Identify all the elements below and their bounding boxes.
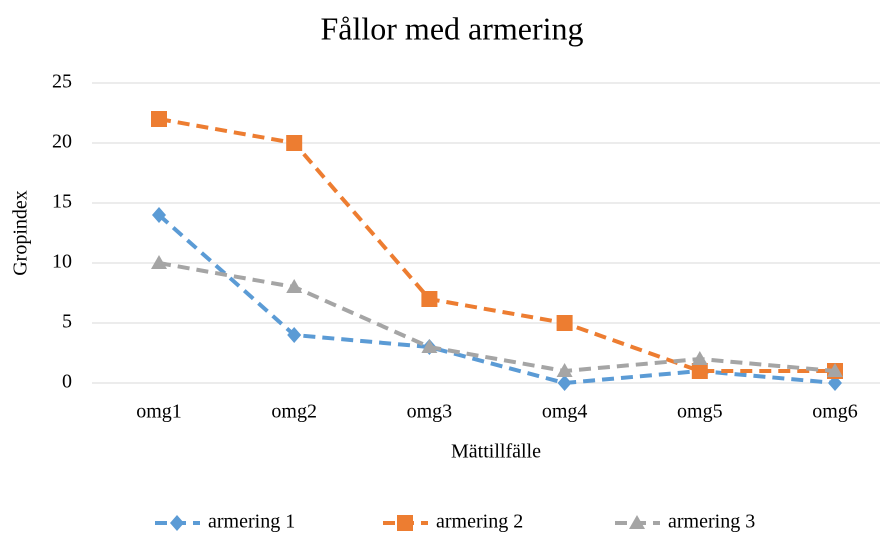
marker bbox=[152, 207, 166, 223]
marker bbox=[286, 279, 303, 293]
x-axis-label: Mättillfälle bbox=[451, 441, 541, 463]
marker bbox=[170, 515, 184, 531]
legend-label: armering 3 bbox=[668, 511, 755, 533]
series-line bbox=[158, 261, 836, 374]
marker bbox=[827, 363, 843, 377]
marker bbox=[691, 363, 708, 379]
marker bbox=[556, 363, 573, 377]
marker bbox=[151, 111, 167, 127]
x-tick-label: omg2 bbox=[271, 401, 317, 423]
x-tick-label: omg5 bbox=[677, 401, 723, 423]
marker bbox=[421, 291, 438, 307]
marker bbox=[287, 327, 302, 343]
y-tick-label: 25 bbox=[52, 71, 72, 93]
marker bbox=[691, 351, 708, 365]
y-tick-label: 0 bbox=[62, 371, 72, 393]
marker bbox=[557, 375, 572, 391]
x-tick-label: omg3 bbox=[407, 401, 453, 423]
marker bbox=[629, 515, 645, 529]
y-tick-label: 20 bbox=[52, 131, 72, 153]
marker bbox=[397, 515, 413, 531]
y-tick-label: 15 bbox=[52, 191, 72, 213]
y-tick-label: 5 bbox=[62, 311, 72, 333]
x-tick-label: omg1 bbox=[136, 401, 182, 423]
series-line bbox=[158, 117, 835, 373]
marker bbox=[151, 255, 167, 269]
y-tick-label: 10 bbox=[52, 251, 72, 273]
x-tick-label: omg4 bbox=[542, 401, 588, 423]
marker bbox=[286, 135, 303, 151]
y-axis-label: Gropindex bbox=[10, 190, 32, 276]
chart-title: Fållor med armering bbox=[320, 10, 583, 46]
marker bbox=[556, 315, 573, 331]
x-tick-label: omg6 bbox=[812, 401, 858, 423]
marker bbox=[421, 339, 438, 353]
legend-label: armering 1 bbox=[208, 511, 295, 533]
legend-label: armering 2 bbox=[436, 511, 523, 533]
